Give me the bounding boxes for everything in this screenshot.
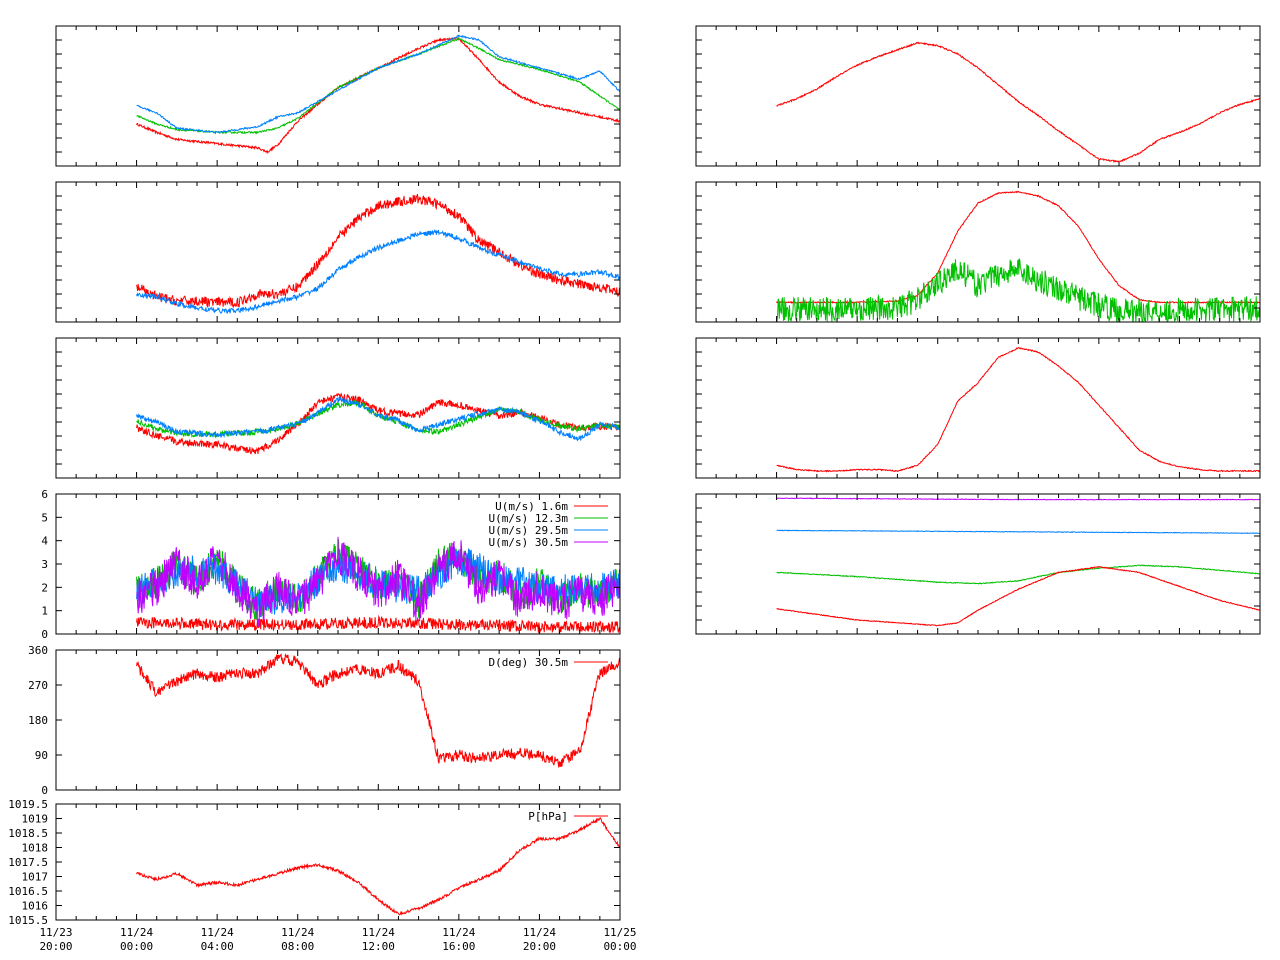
- y-tick-label: 1018.5: [8, 827, 48, 840]
- series-line-l6-0: [136, 816, 620, 916]
- series-line-l1-1: [136, 36, 620, 135]
- y-tick-label: 360: [28, 644, 48, 657]
- legend-label: U(m/s) 30.5m: [489, 536, 569, 549]
- panel-r3: [695, 337, 1261, 479]
- plot-frame: [55, 25, 621, 167]
- series-line-r4-2: [776, 564, 1260, 585]
- x-tick-label-date: 11/24: [120, 926, 153, 939]
- x-tick-label-date: 11/24: [201, 926, 234, 939]
- y-tick-label: 1018: [22, 842, 49, 855]
- series-line-l4-3: [136, 536, 620, 627]
- x-tick-label-time: 04:00: [201, 940, 234, 953]
- panel-r2: [695, 181, 1261, 323]
- series-line-l4-1: [136, 539, 620, 620]
- y-tick-label: 0: [41, 628, 48, 641]
- plot-frame: [695, 25, 1261, 167]
- series-line-r2-0: [776, 190, 1260, 304]
- plot-frame: [55, 337, 621, 479]
- panel-r1: [695, 25, 1261, 167]
- y-tick-label: 1017.5: [8, 856, 48, 869]
- x-tick-label-time: 16:00: [442, 940, 475, 953]
- panel-r4: [695, 493, 1261, 635]
- y-tick-label: 1016: [22, 900, 49, 913]
- x-tick-label-date: 11/24: [442, 926, 475, 939]
- x-tick-label-time: 12:00: [362, 940, 395, 953]
- y-tick-label: 1015.5: [8, 914, 48, 927]
- series-line-l2-1: [136, 228, 620, 314]
- y-tick-label: 180: [28, 714, 48, 727]
- plot-frame: [695, 493, 1261, 635]
- y-tick-label: 4: [41, 535, 48, 548]
- panel-l6: 1015.510161016.510171017.510181018.51019…: [8, 798, 621, 927]
- y-tick-label: 1017: [22, 871, 49, 884]
- x-tick-label-date: 11/25: [603, 926, 636, 939]
- y-tick-label: 1019.5: [8, 798, 48, 811]
- series-line-r1-0: [776, 41, 1260, 163]
- legend-label: P[hPa]: [528, 810, 568, 823]
- y-tick-label: 1019: [22, 813, 49, 826]
- x-tick-label-time: 00:00: [120, 940, 153, 953]
- x-tick-label-time: 08:00: [281, 940, 314, 953]
- series-line-l2-0: [136, 194, 620, 309]
- x-tick-label-date: 11/24: [281, 926, 314, 939]
- y-tick-label: 90: [35, 749, 48, 762]
- y-tick-label: 270: [28, 679, 48, 692]
- x-tick-label-date: 11/24: [523, 926, 556, 939]
- series-line-r2-1: [776, 258, 1260, 322]
- plot-frame: [55, 181, 621, 323]
- series-line-l3-2: [136, 396, 620, 442]
- series-line-l1-0: [136, 36, 620, 155]
- series-line-l5-0: [136, 653, 620, 768]
- y-tick-label: 5: [41, 511, 48, 524]
- panel-l1: [55, 25, 621, 167]
- panel-l5: 0 90 180 270 360 D(deg) 30.5m: [28, 644, 621, 797]
- series-line-l1-2: [136, 34, 620, 134]
- panel-l2: [55, 181, 621, 323]
- series-line-r4-1: [776, 529, 1260, 534]
- plot-frame: [695, 337, 1261, 479]
- x-tick-label-time: 20:00: [39, 940, 72, 953]
- y-tick-label: 1: [41, 605, 48, 618]
- y-tick-label: 1016.5: [8, 885, 48, 898]
- x-tick-label-time: 20:00: [523, 940, 556, 953]
- panel-l3: [55, 337, 621, 479]
- series-line-r4-3: [776, 566, 1260, 627]
- legend-label: U(m/s) 29.5m: [489, 524, 569, 537]
- y-tick-label: 2: [41, 581, 48, 594]
- panel-l4: 0 1 2 3 4 5 6 U(m/s) 1.6mU(m/s) 12.3mU(m/s) 29.…: [41, 488, 621, 641]
- series-line-r3-0: [776, 347, 1260, 473]
- legend-label: U(m/s) 1.6m: [495, 500, 568, 513]
- x-tick-label-date: 11/24: [362, 926, 395, 939]
- x-tick-label-date: 11/23: [39, 926, 72, 939]
- y-tick-label: 3: [41, 558, 48, 571]
- legend-label: U(m/s) 12.3m: [489, 512, 569, 525]
- y-tick-label: 0: [41, 784, 48, 797]
- x-tick-label-time: 00:00: [603, 940, 636, 953]
- y-tick-label: 6: [41, 488, 48, 501]
- legend-label: D(deg) 30.5m: [489, 656, 569, 669]
